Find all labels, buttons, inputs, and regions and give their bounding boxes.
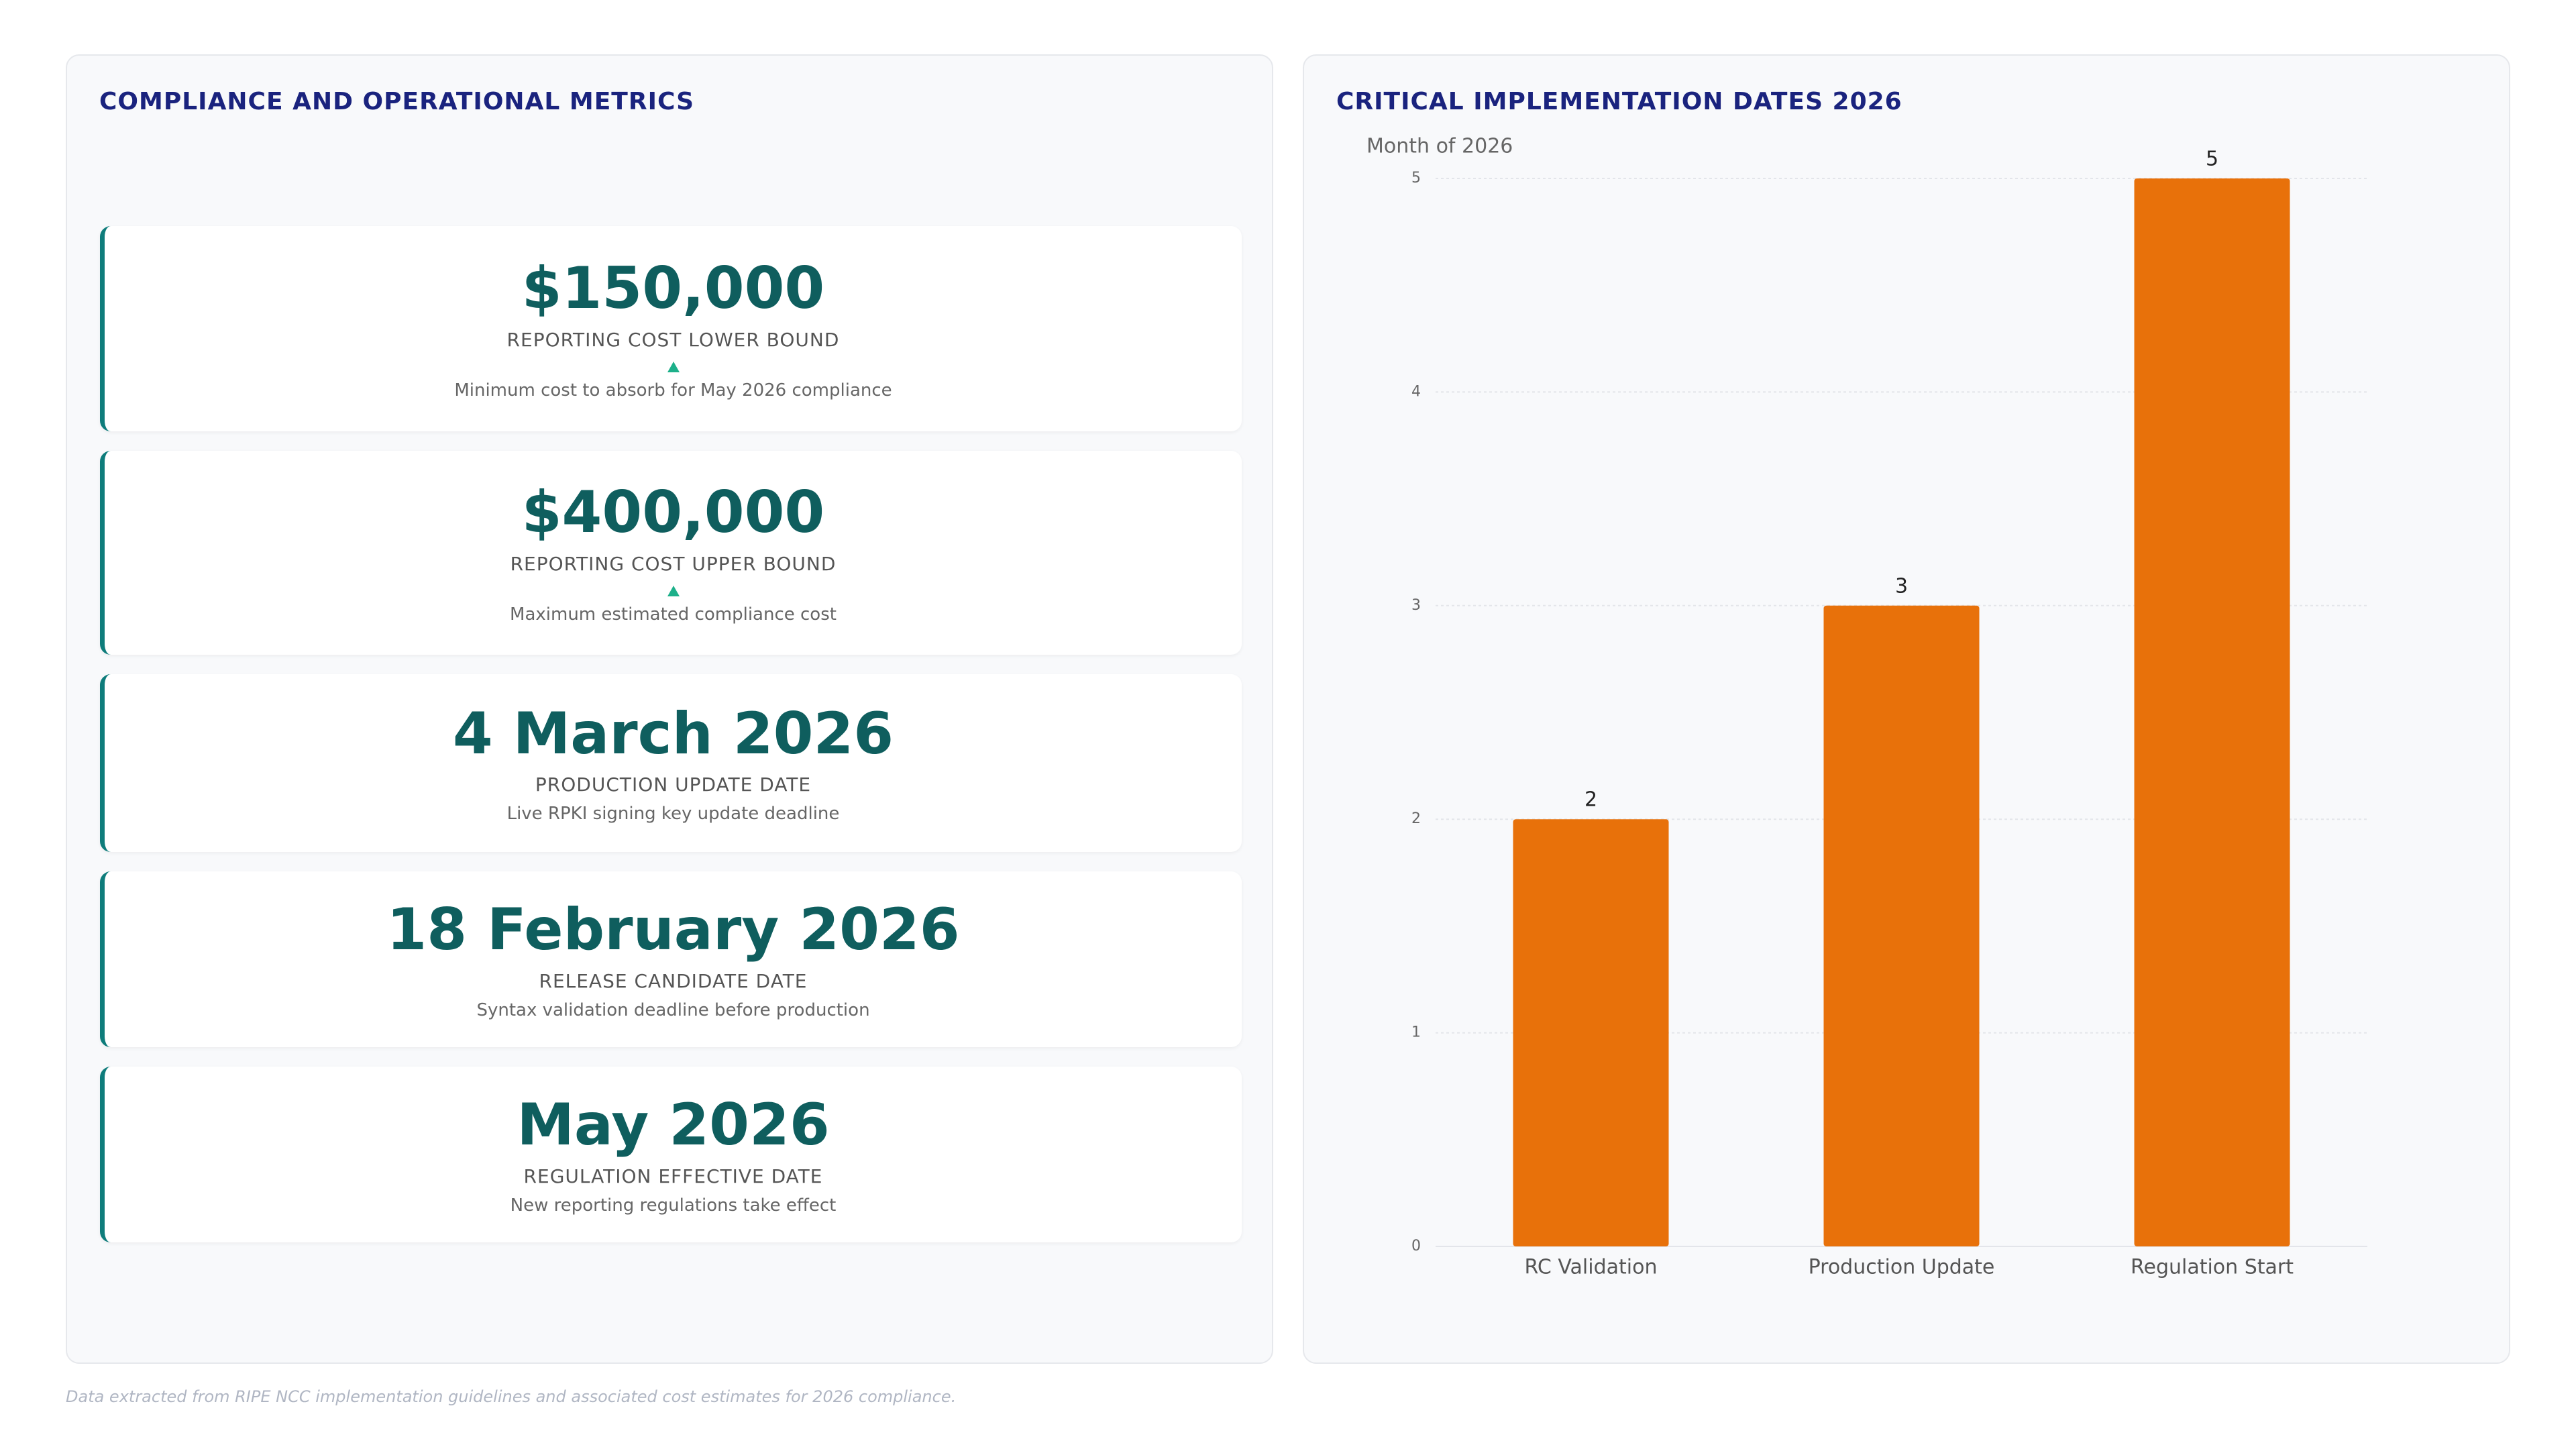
metric-label: PRODUCTION UPDATE DATE bbox=[535, 773, 812, 796]
metric-note: Maximum estimated compliance cost bbox=[510, 604, 837, 625]
metric-card: $400,000 REPORTING COST UPPER BOUND Maxi… bbox=[100, 451, 1242, 655]
chart-panel: CRITICAL IMPLEMENTATION DATES 2026 Month… bbox=[1303, 54, 2510, 1364]
trend-icon bbox=[667, 361, 680, 372]
metric-value: 4 March 2026 bbox=[452, 700, 894, 767]
bar bbox=[1823, 605, 1980, 1246]
metric-label: RELEASE CANDIDATE DATE bbox=[539, 969, 808, 992]
y-tick-label: 4 bbox=[1411, 383, 1421, 400]
metric-card: May 2026 REGULATION EFFECTIVE DATE New r… bbox=[100, 1067, 1242, 1242]
panel-title: COMPLIANCE AND OPERATIONAL METRICS bbox=[99, 88, 694, 115]
metrics-panel: COMPLIANCE AND OPERATIONAL METRICS $150,… bbox=[66, 54, 1273, 1364]
chart: Month of 2026 0 1 2 3 4 5 2 RC Validation 3 Produ… bbox=[1366, 135, 2367, 1279]
y-tick-label: 2 bbox=[1411, 810, 1421, 827]
y-tick-label: 1 bbox=[1411, 1024, 1421, 1041]
metric-label: REPORTING COST UPPER BOUND bbox=[510, 552, 837, 575]
y-tick-label: 5 bbox=[1411, 170, 1421, 186]
x-tick-label: RC Validation bbox=[1525, 1256, 1658, 1279]
metric-value: $400,000 bbox=[521, 479, 825, 547]
y-axis-label: Month of 2026 bbox=[1366, 135, 1513, 158]
x-tick-label: Production Update bbox=[1809, 1256, 1995, 1279]
metric-card: 4 March 2026 PRODUCTION UPDATE DATE Live… bbox=[100, 674, 1242, 852]
y-tick-label: 0 bbox=[1411, 1238, 1421, 1254]
metric-value: May 2026 bbox=[517, 1091, 830, 1159]
metric-note: New reporting regulations take effect bbox=[510, 1195, 837, 1216]
bar bbox=[1513, 819, 1669, 1246]
metric-label: REPORTING COST LOWER BOUND bbox=[506, 328, 840, 351]
footer-note: Data extracted from RIPE NCC implementat… bbox=[66, 1387, 957, 1406]
metric-note: Minimum cost to absorb for May 2026 comp… bbox=[454, 380, 892, 400]
x-tick-label: Regulation Start bbox=[2131, 1256, 2294, 1279]
y-tick-label: 3 bbox=[1411, 597, 1421, 614]
metric-note: Live RPKI signing key update deadline bbox=[506, 804, 840, 824]
data-label: 5 bbox=[2206, 148, 2218, 171]
chart-title: CRITICAL IMPLEMENTATION DATES 2026 bbox=[1336, 88, 1902, 115]
data-label: 3 bbox=[1895, 574, 1908, 598]
metric-note: Syntax validation deadline before produc… bbox=[476, 1000, 870, 1020]
metric-label: REGULATION EFFECTIVE DATE bbox=[523, 1165, 823, 1187]
trend-icon bbox=[667, 585, 680, 596]
metric-value: $150,000 bbox=[521, 255, 825, 323]
data-label: 2 bbox=[1585, 788, 1597, 812]
metric-card: 18 February 2026 RELEASE CANDIDATE DATE … bbox=[100, 871, 1242, 1047]
metric-card: $150,000 REPORTING COST LOWER BOUND Mini… bbox=[100, 226, 1242, 431]
metric-value: 18 February 2026 bbox=[386, 896, 960, 964]
bar bbox=[2134, 178, 2290, 1246]
